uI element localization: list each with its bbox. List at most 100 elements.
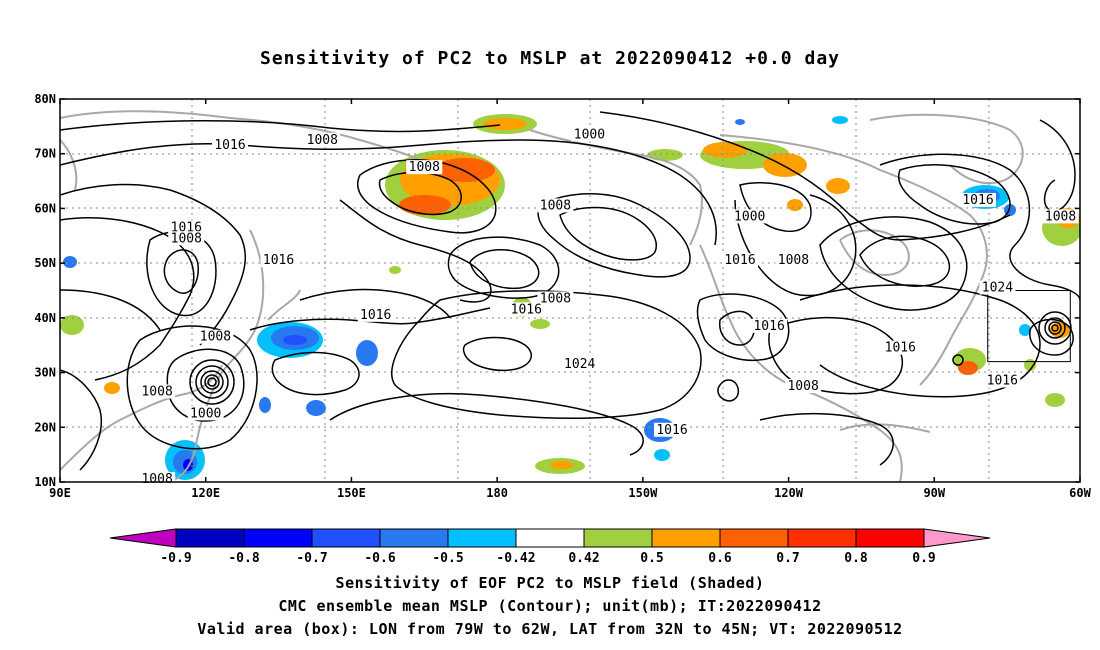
negative-shading	[654, 449, 670, 461]
contour-label: 1008	[171, 231, 202, 246]
positive-shading	[483, 118, 527, 130]
isobar	[952, 354, 964, 366]
latitude-axis: 80N 70N 60N 50N 40N 30N 20N 10N	[34, 92, 1080, 489]
contour-label-bg	[212, 138, 248, 153]
longitude-axis: 90E 120E 150E 180 150W 120W 90W 60W	[49, 99, 1092, 500]
contour-label-bg	[960, 192, 996, 207]
contour-label: 1008	[141, 472, 172, 487]
coastline-north-america	[699, 244, 903, 482]
isobar	[249, 307, 491, 331]
isobar	[60, 289, 161, 331]
negative-shading	[356, 340, 378, 366]
contour-label-bg	[187, 406, 224, 421]
isobar	[204, 374, 220, 390]
colorbar-level-label: 0.7	[776, 551, 799, 566]
negative-shading	[63, 256, 77, 268]
colorbar-segment	[243, 528, 313, 548]
isobar	[462, 336, 532, 372]
contour-label: 1024	[564, 357, 595, 372]
contour-label-bg	[984, 373, 1021, 388]
colorbar-segment	[311, 528, 381, 548]
lat-tick-label: 40N	[34, 311, 56, 325]
contour-label-bg	[168, 231, 205, 246]
footer-line-2: CMC ensemble mean MSLP (Contour); unit(m…	[278, 597, 822, 615]
contour-label: 1016	[360, 308, 391, 323]
positive-shading	[550, 461, 574, 469]
lon-tick-label: 150E	[337, 486, 366, 500]
colorbar-level-label: 0.6	[708, 551, 732, 566]
colorbar-segment	[787, 528, 857, 548]
isobar	[126, 325, 258, 450]
lat-tick-label: 80N	[34, 92, 56, 106]
contour-label-bg	[139, 384, 176, 399]
lat-tick-label: 20N	[34, 420, 56, 434]
isobar	[898, 164, 1011, 225]
contour-label: 1008	[778, 253, 809, 268]
isobar	[599, 111, 1011, 241]
coastline-eurasia	[60, 110, 441, 171]
isobar	[163, 249, 199, 295]
isobar	[879, 153, 1080, 301]
contour-label: 1016	[962, 193, 993, 208]
negative-shading	[832, 116, 848, 124]
isobar	[189, 359, 235, 405]
isobar	[200, 370, 224, 394]
contour-label: 1000	[190, 406, 221, 421]
positive-shading	[703, 142, 747, 158]
positive-shading	[826, 178, 850, 194]
isobar	[271, 351, 360, 396]
lon-tick-label: 90W	[923, 486, 945, 500]
lat-tick-label: 10N	[34, 475, 56, 489]
colorbar-segment	[855, 528, 925, 548]
contour-label-bg	[1042, 209, 1079, 224]
positive-shading	[763, 153, 807, 177]
colorbar-segment	[583, 528, 653, 548]
isobar	[60, 369, 102, 471]
contour-label: 1016	[753, 319, 784, 334]
positive-shading	[399, 195, 451, 215]
isobar	[537, 193, 691, 278]
coastline-china	[60, 364, 223, 471]
colorbar: -0.9 -0.8 -0.7 -0.6 -0.5 -0.42 0.42 0.5 0.6 0.7 0.…	[109, 528, 991, 566]
contour-label-bg	[406, 160, 443, 175]
isobar	[719, 310, 756, 346]
contour-label: 1008	[540, 198, 571, 213]
contour-label: 1016	[885, 341, 916, 356]
colorbar-level-label: -0.8	[228, 551, 259, 566]
lon-tick-label: 180	[486, 486, 508, 500]
contour-label: 1008	[141, 384, 172, 399]
colorbar-level-label: -0.7	[296, 551, 327, 566]
chart-title: Sensitivity of PC2 to MSLP at 2022090412…	[259, 48, 840, 69]
coastline-hudson	[839, 229, 910, 277]
coastline-caribbean	[839, 423, 931, 433]
positive-shading	[647, 149, 683, 161]
contour-label-bg	[654, 422, 690, 437]
isobar	[1044, 317, 1066, 339]
contour-label-bg	[537, 198, 574, 213]
negative-shading	[259, 397, 271, 413]
contour-label-bg	[197, 329, 234, 344]
contour-label-bg	[751, 318, 788, 333]
isobar	[859, 235, 951, 287]
contour-label-bg	[731, 209, 768, 224]
contour-label-bg	[357, 307, 394, 322]
colorbar-level-label: 0.8	[844, 551, 868, 566]
colorbar-level-label: 0.9	[912, 551, 935, 566]
lat-tick-label: 50N	[34, 256, 56, 270]
footer-line-1: Sensitivity of EOF PC2 to MSLP field (Sh…	[335, 574, 765, 592]
isobar	[759, 412, 894, 466]
isobar	[799, 284, 1041, 398]
coastline-japan	[267, 289, 301, 321]
isobar	[1048, 321, 1062, 335]
colorbar-segment	[175, 528, 245, 548]
lon-tick-label: 90E	[49, 486, 71, 500]
plot-frame	[59, 98, 1081, 483]
isobar	[696, 293, 790, 362]
contour-label: 1008	[409, 160, 440, 175]
isobar	[1029, 318, 1074, 356]
colorbar-segment	[379, 528, 449, 548]
positive-shading	[60, 315, 84, 335]
colorbar-min-triangle	[109, 528, 177, 548]
contour-label: 1016	[214, 138, 245, 153]
negative-shading	[283, 335, 307, 345]
